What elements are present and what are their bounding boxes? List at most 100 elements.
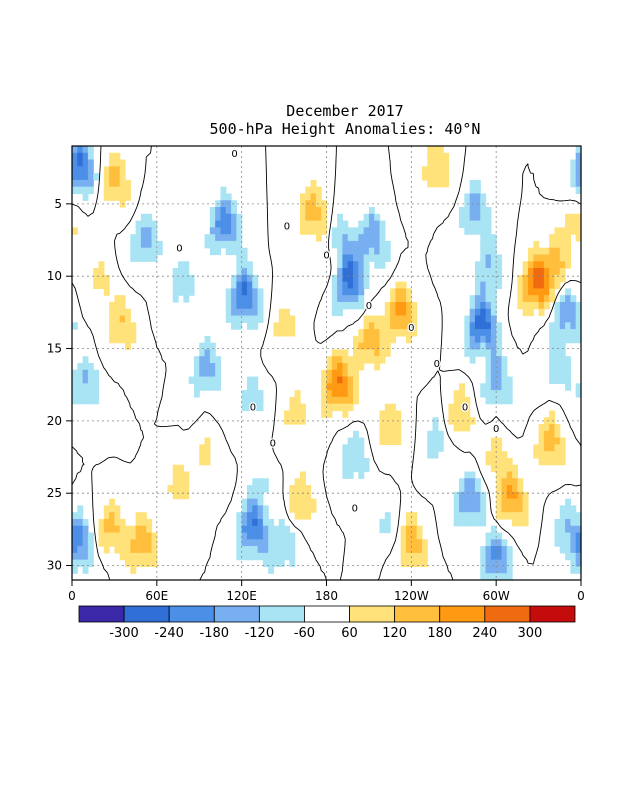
anomaly-cell — [496, 478, 503, 486]
anomaly-cell — [384, 315, 391, 323]
anomaly-cell — [209, 383, 216, 391]
anomaly-cell — [151, 240, 158, 249]
anomaly-cell — [363, 227, 370, 235]
anomaly-cell — [480, 308, 487, 317]
anomaly-cell — [464, 498, 471, 507]
anomaly-cell — [252, 498, 259, 507]
anomaly-cell — [459, 383, 465, 391]
anomaly-cell — [411, 322, 418, 330]
anomaly-cell — [480, 247, 487, 256]
anomaly-cell — [490, 363, 497, 371]
anomaly-cell — [82, 146, 89, 154]
anomaly-cell — [474, 349, 481, 357]
anomaly-cell — [82, 159, 89, 167]
anomaly-cell — [554, 356, 561, 364]
anomaly-cell — [575, 227, 582, 235]
anomaly-cell — [130, 566, 137, 574]
anomaly-cell — [241, 288, 248, 296]
anomaly-cell — [501, 559, 508, 568]
anomaly-cell — [114, 173, 121, 181]
anomaly-cell — [575, 213, 582, 222]
anomaly-cell — [257, 546, 264, 554]
anomaly-cell — [469, 498, 476, 507]
anomaly-cell — [204, 356, 211, 364]
anomaly-cell — [549, 261, 556, 269]
anomaly-cell — [140, 546, 147, 554]
anomaly-cell — [257, 512, 264, 520]
anomaly-cell — [82, 173, 89, 181]
anomaly-cell — [347, 444, 354, 452]
contour-label: 0 — [231, 149, 237, 160]
anomaly-cell — [554, 315, 561, 323]
anomaly-cell — [543, 451, 550, 459]
anomaly-cell — [554, 525, 561, 534]
anomaly-cell — [246, 288, 253, 296]
anomaly-cell — [522, 288, 529, 296]
anomaly-cell — [109, 173, 116, 181]
anomaly-cell — [490, 437, 497, 445]
anomaly-cell — [474, 335, 481, 344]
anomaly-cell — [146, 220, 153, 228]
anomaly-cell — [151, 247, 158, 256]
anomaly-cell — [474, 478, 481, 486]
anomaly-cell — [501, 498, 508, 507]
anomaly-cell — [305, 505, 312, 513]
anomaly-cell — [395, 322, 402, 330]
anomaly-cell — [464, 471, 471, 479]
anomaly-cell — [543, 247, 550, 256]
anomaly-cell — [135, 532, 142, 540]
anomaly-cell — [379, 261, 386, 269]
anomaly-cell — [241, 396, 248, 405]
anomaly-cell — [379, 247, 386, 256]
anomaly-cell — [459, 390, 465, 398]
anomaly-cell — [326, 383, 333, 391]
anomaly-cell — [130, 254, 137, 262]
anomaly-cell — [416, 539, 423, 547]
anomaly-cell — [72, 152, 78, 161]
anomaly-cell — [379, 335, 386, 344]
anomaly-cell — [87, 559, 94, 568]
anomaly-cell — [215, 369, 222, 378]
anomaly-cell — [337, 281, 344, 290]
anomaly-cell — [485, 369, 492, 378]
anomaly-cell — [565, 301, 571, 310]
anomaly-cell — [469, 179, 476, 188]
anomaly-cell — [543, 301, 550, 310]
colorbar-label: 300 — [517, 626, 542, 641]
anomaly-cell — [559, 268, 566, 276]
anomaly-cell — [384, 254, 391, 262]
anomaly-cell — [342, 356, 349, 364]
anomaly-cell — [72, 396, 78, 405]
anomaly-cell — [506, 546, 513, 554]
anomaly-cell — [220, 234, 227, 242]
anomaly-cell — [204, 383, 211, 391]
anomaly-cell — [252, 288, 259, 296]
anomaly-cell — [549, 437, 556, 445]
anomaly-cell — [464, 518, 471, 527]
anomaly-cell — [506, 383, 513, 391]
anomaly-cell — [570, 525, 577, 534]
anomaly-cell — [114, 166, 121, 174]
anomaly-cell — [384, 512, 391, 520]
anomaly-field — [72, 146, 582, 581]
anomaly-cell — [326, 403, 333, 412]
anomaly-cell — [501, 396, 508, 405]
anomaly-cell — [172, 485, 179, 493]
anomaly-cell — [353, 396, 359, 405]
anomaly-cell — [554, 444, 561, 452]
anomaly-cell — [109, 301, 116, 310]
anomaly-cell — [496, 342, 503, 351]
anomaly-cell — [496, 532, 503, 540]
anomaly-cell — [543, 268, 550, 276]
anomaly-cell — [199, 349, 206, 357]
anomaly-cell — [368, 335, 375, 344]
anomaly-cell — [379, 349, 386, 357]
anomaly-cell — [246, 281, 253, 290]
anomaly-cell — [209, 369, 216, 378]
anomaly-cell — [103, 512, 110, 520]
colorbar-label: 240 — [472, 626, 497, 641]
anomaly-cell — [570, 566, 577, 574]
anomaly-cell — [406, 512, 412, 520]
anomaly-cell — [241, 552, 248, 561]
